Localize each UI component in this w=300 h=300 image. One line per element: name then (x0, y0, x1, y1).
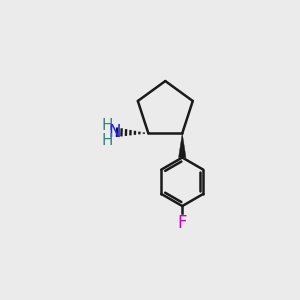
Text: F: F (178, 214, 187, 232)
Text: H: H (102, 133, 113, 148)
Text: N: N (108, 123, 120, 141)
Polygon shape (178, 133, 186, 158)
Text: H: H (102, 118, 113, 133)
